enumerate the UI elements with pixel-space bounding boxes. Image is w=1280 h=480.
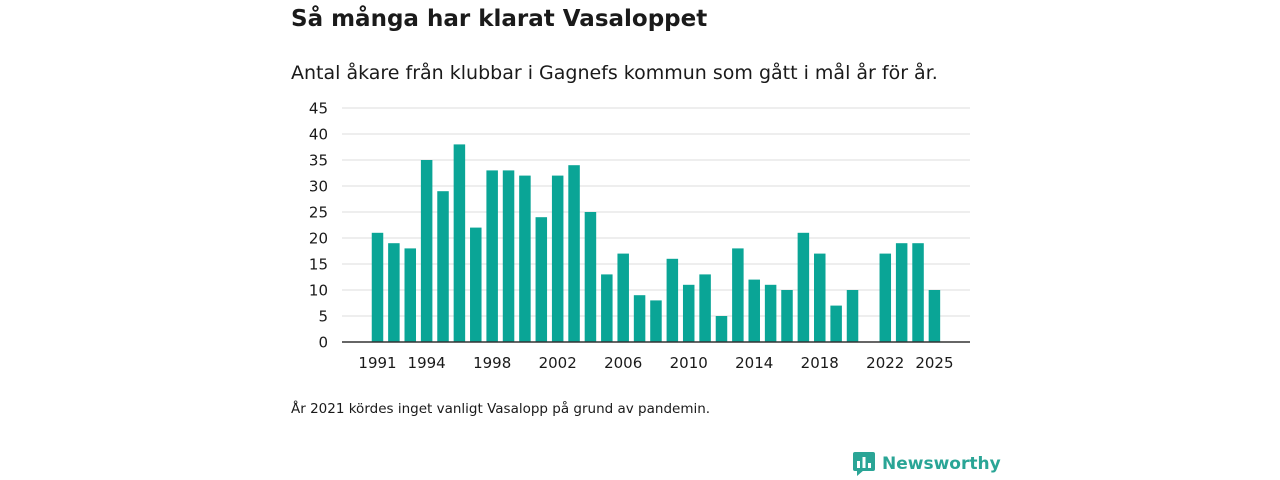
bar-2024[interactable] bbox=[912, 243, 924, 342]
bar-2006[interactable] bbox=[617, 253, 629, 342]
y-tick-label: 40 bbox=[309, 126, 328, 144]
bar-2020[interactable] bbox=[846, 290, 859, 342]
x-tick-label: 1994 bbox=[408, 354, 446, 372]
bar-2008[interactable] bbox=[650, 300, 662, 342]
bar-2009[interactable] bbox=[666, 258, 679, 342]
bar-2007[interactable] bbox=[633, 295, 646, 342]
bar-2011[interactable] bbox=[699, 274, 711, 342]
newsworthy-logo[interactable]: Newsworthy bbox=[853, 452, 1001, 476]
bar-2000[interactable] bbox=[519, 175, 531, 342]
bar-2022[interactable] bbox=[879, 253, 892, 342]
x-tick-label: 2014 bbox=[735, 354, 773, 372]
bar-1992[interactable] bbox=[388, 243, 400, 342]
bar-2003[interactable] bbox=[568, 165, 580, 342]
x-axis-ticks: 1991 1994 1998 2002 2006 2010 2014 2018 2022 2025 bbox=[358, 354, 953, 372]
bar-2016[interactable] bbox=[781, 290, 793, 342]
bar-2015[interactable] bbox=[764, 284, 777, 342]
y-tick-label: 25 bbox=[309, 204, 328, 222]
y-tick-label: 15 bbox=[309, 256, 328, 274]
bar-2019[interactable] bbox=[830, 305, 842, 342]
chart-subtitle: Antal åkare från klubbar i Gagnefs kommu… bbox=[291, 62, 938, 84]
x-tick-label: 2022 bbox=[866, 354, 904, 372]
bar-chart-speech-bubble-icon bbox=[853, 452, 875, 476]
bar-1993[interactable] bbox=[404, 248, 417, 342]
x-tick-label: 2018 bbox=[801, 354, 839, 372]
bar-1994[interactable] bbox=[420, 160, 433, 342]
bar-1996[interactable] bbox=[453, 144, 466, 342]
y-tick-label: 5 bbox=[318, 308, 328, 326]
y-tick-label: 30 bbox=[309, 178, 328, 196]
x-tick-label: 1991 bbox=[358, 354, 396, 372]
bar-1998[interactable] bbox=[486, 170, 498, 342]
bar-2002[interactable] bbox=[551, 175, 564, 342]
bar-2004[interactable] bbox=[584, 212, 597, 342]
brand-name: Newsworthy bbox=[882, 454, 1001, 474]
bar-2005[interactable] bbox=[601, 274, 613, 342]
bar-1997[interactable] bbox=[470, 227, 482, 342]
bar-1995[interactable] bbox=[437, 191, 449, 342]
bar-2001[interactable] bbox=[535, 217, 548, 342]
y-tick-label: 10 bbox=[309, 282, 328, 300]
y-tick-label: 0 bbox=[318, 334, 328, 352]
bar-2012[interactable] bbox=[715, 316, 728, 342]
bar-1991[interactable] bbox=[371, 232, 384, 342]
x-tick-label: 2010 bbox=[670, 354, 708, 372]
bars bbox=[371, 144, 941, 342]
footnote: År 2021 kördes inget vanligt Vasalopp på… bbox=[291, 401, 711, 417]
y-tick-label: 35 bbox=[309, 152, 328, 170]
bar-2013[interactable] bbox=[732, 248, 744, 342]
bar-2025[interactable] bbox=[928, 290, 941, 342]
x-tick-label: 2025 bbox=[915, 354, 953, 372]
x-tick-label: 2002 bbox=[539, 354, 577, 372]
y-tick-label: 20 bbox=[309, 230, 328, 248]
chart-title: Så många har klarat Vasaloppet bbox=[291, 6, 708, 32]
bar-2023[interactable] bbox=[895, 243, 908, 342]
y-axis-ticks: 0 5 10 15 20 25 30 35 40 45 bbox=[309, 100, 328, 352]
gridlines bbox=[342, 107, 970, 317]
y-tick-label: 45 bbox=[309, 100, 328, 118]
x-tick-label: 1998 bbox=[473, 354, 511, 372]
bar-2018[interactable] bbox=[814, 253, 826, 342]
bar-1999[interactable] bbox=[502, 170, 515, 342]
x-tick-label: 2006 bbox=[604, 354, 642, 372]
bar-2010[interactable] bbox=[682, 284, 695, 342]
bar-2017[interactable] bbox=[797, 232, 810, 342]
bar-2014[interactable] bbox=[748, 279, 760, 342]
